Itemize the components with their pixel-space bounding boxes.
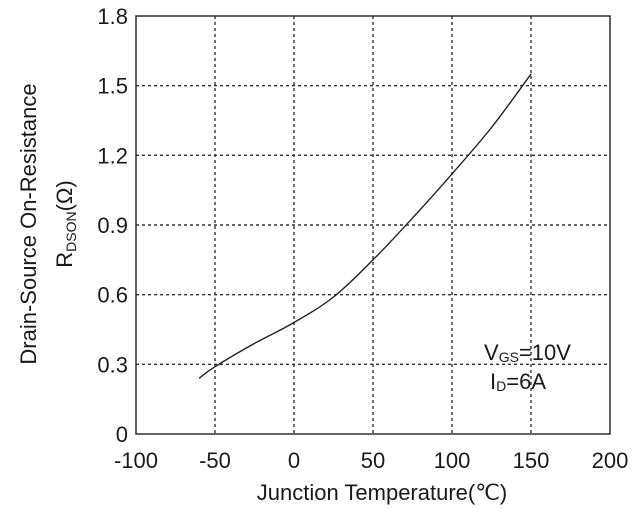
annotation-vgs-rest: =10V	[519, 340, 571, 365]
annotation-id-rest: =6A	[506, 369, 546, 394]
y-tick-label: 0	[116, 422, 128, 447]
data-series	[198, 73, 532, 379]
plot-frame	[135, 15, 611, 435]
y-axis-title-sub: DSON	[63, 211, 79, 251]
annotation-id: ID=6A	[490, 369, 546, 394]
x-tick-label: -100	[114, 448, 158, 473]
y-axis-ticks: 0 0.3 0.6 0.9 1.2 1.5 1.8	[97, 4, 128, 447]
y-tick-label: 1.5	[97, 74, 128, 99]
y-tick-label: 1.2	[97, 143, 128, 168]
annotation-vgs-main: V	[484, 340, 499, 365]
y-tick-label: 0.3	[97, 352, 128, 377]
x-tick-label: 100	[434, 448, 471, 473]
grid	[136, 16, 610, 434]
x-tick-label: 50	[361, 448, 385, 473]
y-axis-title-main: R	[52, 252, 77, 268]
y-tick-label: 0.9	[97, 213, 128, 238]
y-axis-title-line1: Drain-Source On-Resistance	[16, 83, 41, 364]
y-axis-title-line2: RDSON(Ω)	[52, 180, 79, 267]
x-tick-label: 200	[592, 448, 629, 473]
y-tick-label: 1.8	[97, 4, 128, 29]
y-axis-title-unit: (Ω)	[52, 180, 77, 211]
y-tick-label: 0.6	[97, 283, 128, 308]
x-axis-ticks: -100 -50 0 50 100 150 200	[114, 448, 628, 473]
x-tick-label: -50	[199, 448, 231, 473]
x-tick-label: 0	[288, 448, 300, 473]
x-axis-title: Junction Temperature(℃)	[257, 480, 508, 505]
x-tick-label: 150	[513, 448, 550, 473]
annotation-id-sub: D	[496, 378, 506, 394]
annotation-vgs-sub: GS	[499, 349, 519, 365]
rdson-curve	[198, 73, 532, 379]
annotation-vgs: VGS=10V	[484, 340, 571, 365]
annotation-id-main: I	[490, 369, 496, 394]
